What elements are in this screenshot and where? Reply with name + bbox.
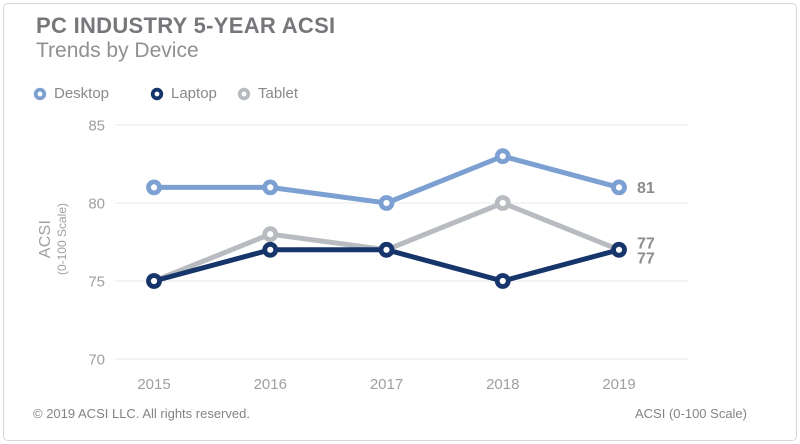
legend-marker-desktop-icon (33, 87, 47, 100)
data-point-laptop-2016 (262, 241, 279, 258)
x-tick-label-2015: 2015 (137, 376, 170, 393)
y-axis-subtitle: (0-100 Scale) (55, 203, 69, 275)
data-point-tablet-2016 (262, 226, 279, 243)
data-point-desktop-2019 (611, 179, 627, 196)
legend-item-laptop: Laptop (150, 85, 217, 102)
legend-item-desktop: Desktop (33, 85, 109, 102)
scale-note: ACSI (0-100 Scale) (635, 406, 747, 421)
data-point-laptop-2017 (378, 241, 395, 258)
y-tick-label-80: 80 (88, 196, 105, 213)
data-point-desktop-2016 (262, 179, 279, 196)
data-point-tablet-2018 (494, 195, 511, 211)
end-label-desktop: 81 (637, 180, 655, 197)
data-point-laptop-2015 (146, 273, 162, 289)
legend-label-laptop: Laptop (171, 85, 217, 102)
legend: Desktop Laptop Tablet (0, 85, 800, 103)
legend-marker-tablet-icon (237, 87, 251, 100)
chart-subtitle: Trends by Device (36, 39, 199, 62)
y-tick-label-75: 75 (88, 274, 105, 291)
legend-label-desktop: Desktop (54, 85, 110, 102)
legend-item-tablet: Tablet (237, 85, 298, 102)
y-tick-label-70: 70 (88, 352, 105, 369)
copyright-text: © 2019 ACSI LLC. All rights reserved. (33, 406, 250, 421)
data-point-desktop-2017 (378, 195, 395, 211)
data-point-laptop-2018 (494, 273, 511, 289)
data-point-desktop-2018 (494, 148, 511, 165)
data-point-laptop-2019 (611, 241, 627, 258)
x-tick-label-2019: 2019 (602, 376, 635, 393)
end-label-tablet: 77 (637, 235, 655, 252)
end-label-laptop: 77 (637, 250, 655, 267)
y-axis-title: ACSI (37, 220, 54, 259)
x-tick-label-2018: 2018 (486, 376, 519, 393)
data-point-desktop-2015 (146, 179, 162, 196)
x-tick-label-2017: 2017 (370, 376, 403, 393)
x-tick-label-2016: 2016 (254, 376, 287, 393)
chart-title: PC INDUSTRY 5-YEAR ACSI (36, 13, 336, 38)
y-tick-label-85: 85 (88, 118, 105, 135)
legend-label-tablet: Tablet (258, 85, 299, 102)
legend-marker-laptop-icon (150, 87, 164, 100)
